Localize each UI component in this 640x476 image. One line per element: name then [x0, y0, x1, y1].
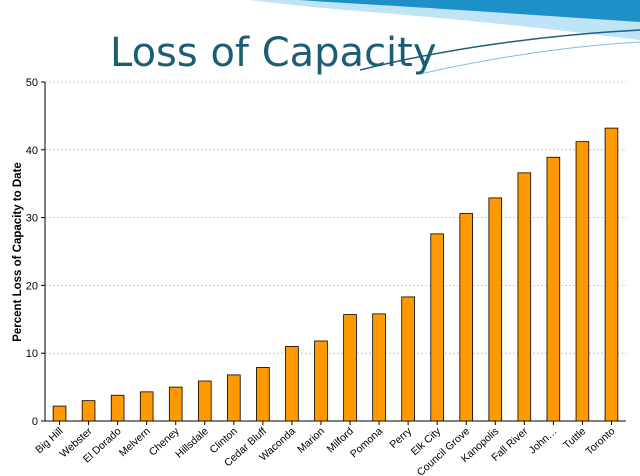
gridlines — [45, 81, 626, 354]
banner-wave-line — [359, 29, 640, 71]
bar — [459, 213, 474, 422]
banner-wave-main — [300, 0, 640, 22]
axes — [44, 82, 626, 422]
bar — [575, 141, 590, 422]
bar — [52, 405, 67, 422]
x-tick-label: Melvern — [117, 425, 153, 459]
bar — [81, 400, 96, 422]
bar — [227, 374, 241, 422]
bar — [168, 386, 183, 422]
slide-title: Loss of Capacity — [110, 30, 437, 76]
bar — [401, 296, 415, 422]
y-tick-label: 10 — [26, 348, 38, 360]
x-tick-label: John… — [527, 425, 560, 456]
slide-header-banner — [250, 0, 640, 75]
bar — [604, 127, 619, 422]
y-tick-label: 40 — [26, 145, 38, 157]
bar — [546, 156, 561, 422]
x-tick-label: Pomona — [348, 425, 385, 460]
y-tick-labels: 0 10 20 30 40 50 — [26, 77, 45, 428]
y-tick-label: 20 — [26, 280, 38, 292]
y-axis-title: Percent Loss of Capacity to Date — [12, 162, 24, 342]
x-tick-label: Marion — [295, 425, 327, 456]
bar — [285, 346, 299, 422]
bar — [372, 313, 386, 422]
bar — [110, 394, 125, 422]
bar — [197, 380, 212, 422]
bars — [52, 127, 619, 422]
x-tick-label: Hillsdale — [173, 425, 211, 461]
bar — [256, 367, 270, 422]
y-tick-label: 50 — [26, 77, 38, 89]
bar — [343, 314, 357, 422]
bar — [139, 391, 154, 422]
bar — [314, 340, 328, 422]
bar — [430, 233, 444, 422]
banner-wave-line-2 — [419, 41, 640, 75]
bar — [517, 172, 532, 422]
y-tick-label: 0 — [32, 416, 38, 428]
y-tick-label: 30 — [26, 213, 38, 225]
x-tick-label: Toronto — [583, 425, 617, 457]
bar — [488, 197, 503, 422]
